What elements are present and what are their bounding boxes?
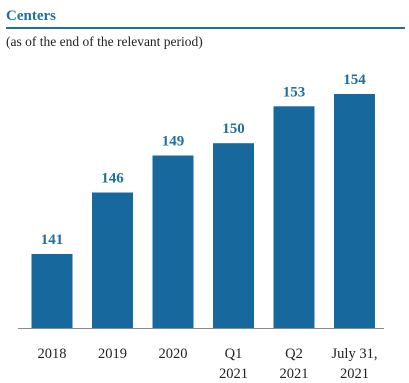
data-label-0: 141 [41,232,64,248]
data-label-4: 153 [283,84,306,100]
title-underline [6,27,405,29]
x-tick-label-1: 2019 [98,346,127,362]
bar-4 [273,106,315,328]
bar-5 [334,94,375,328]
data-label-2: 149 [162,134,185,150]
bar-0 [31,254,73,328]
bar-2 [152,155,194,328]
bar-1 [92,192,133,328]
data-label-5: 154 [343,72,366,88]
x-tick-label-5-line2: 2021 [340,366,369,382]
chart-title: Centers [6,8,56,24]
data-label-3: 150 [222,121,245,137]
data-label-1: 146 [101,171,124,187]
x-tick-label-0: 2018 [38,346,67,362]
x-tick-label-2: 2020 [159,346,188,362]
chart-subtitle: (as of the end of the relevant period) [6,34,203,49]
x-tick-label-4: Q2 [285,346,303,362]
x-tick-label-4-line2: 2021 [280,366,309,382]
bar-3 [213,143,254,328]
x-tick-label-3-line2: 2021 [219,366,248,382]
x-tick-label-3: Q1 [225,346,243,362]
x-tick-label-5: July 31, [332,346,378,362]
